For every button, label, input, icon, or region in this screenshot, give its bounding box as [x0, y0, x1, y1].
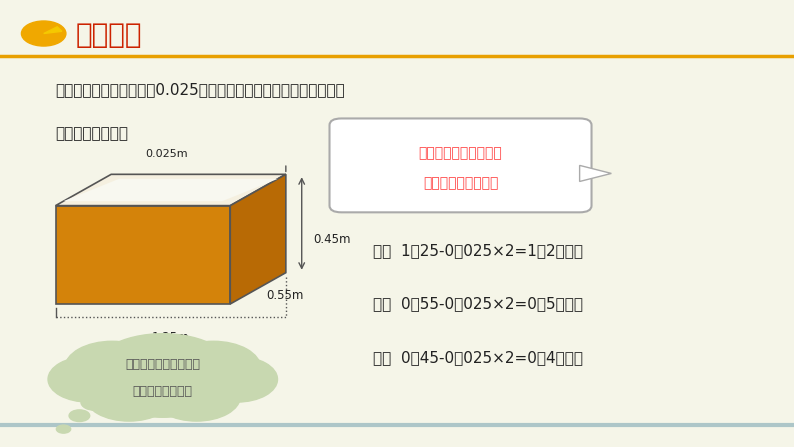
Text: 高：  0．45-0．025×2=0．4（米）: 高： 0．45-0．025×2=0．4（米）: [373, 350, 583, 365]
Text: 宽：  0．55-0．025×2=0．5（米）: 宽： 0．55-0．025×2=0．5（米）: [373, 296, 583, 312]
Polygon shape: [64, 179, 278, 201]
Circle shape: [85, 372, 173, 421]
Circle shape: [21, 21, 66, 46]
Polygon shape: [230, 174, 286, 304]
Text: 0.55m: 0.55m: [266, 288, 303, 302]
Circle shape: [166, 342, 260, 395]
Text: 多少立方米小麦？: 多少立方米小麦？: [56, 127, 129, 142]
Text: 宽、高各是多少。: 宽、高各是多少。: [133, 384, 193, 398]
Circle shape: [196, 357, 278, 402]
Text: 1.25m: 1.25m: [152, 331, 190, 344]
Circle shape: [56, 425, 71, 433]
Polygon shape: [56, 174, 286, 206]
Text: 0.025m: 0.025m: [145, 149, 188, 159]
Circle shape: [152, 372, 241, 421]
Text: 物体所能容纳物体的体: 物体所能容纳物体的体: [418, 146, 503, 160]
FancyBboxPatch shape: [330, 118, 592, 212]
Polygon shape: [56, 206, 230, 304]
Text: 长：  1．25-0．025×2=1．2（米）: 长： 1．25-0．025×2=1．2（米）: [373, 243, 583, 258]
Text: 先算出从里面量的长、: 先算出从里面量的长、: [125, 358, 200, 371]
Text: 0.45m: 0.45m: [314, 232, 351, 246]
Polygon shape: [44, 27, 62, 34]
Circle shape: [48, 357, 129, 402]
Circle shape: [65, 342, 160, 395]
Circle shape: [88, 333, 237, 417]
Circle shape: [69, 410, 90, 422]
Text: 新知探究: 新知探究: [75, 21, 142, 49]
Circle shape: [81, 394, 110, 410]
Text: 已知该木箱木板的厚度是0.025米。如果在里面装满小麦，那么能装: 已知该木箱木板的厚度是0.025米。如果在里面装满小麦，那么能装: [56, 82, 345, 97]
Polygon shape: [580, 165, 611, 181]
Text: 积，通常叫做容积。: 积，通常叫做容积。: [423, 176, 498, 190]
